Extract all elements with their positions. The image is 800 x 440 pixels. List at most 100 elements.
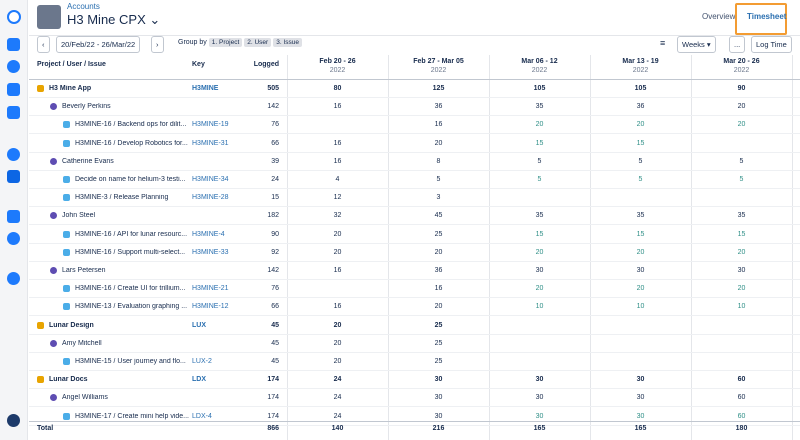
week-value: 3 <box>436 194 441 202</box>
issue-name[interactable]: H3MINE-16 / Support multi-select... <box>75 248 186 256</box>
user-name[interactable]: Lars Petersen <box>62 267 106 274</box>
next-button[interactable]: › <box>151 36 164 53</box>
logged: 174 <box>267 376 279 384</box>
issue-key[interactable]: H3MINE-33 <box>192 248 229 256</box>
issue-key[interactable]: LDX <box>192 376 206 384</box>
issue-name[interactable]: H3MINE-17 / Create mini help vide... <box>75 412 189 420</box>
week-value: 30 <box>535 376 544 384</box>
logged: 66 <box>271 303 279 311</box>
week-value: 5 <box>638 176 643 183</box>
week-value: 30 <box>636 267 645 274</box>
issue-name[interactable]: H3MINE-16 / Develop Robotics for... <box>75 139 188 147</box>
issue-name[interactable]: Decide on name for helium-3 testi... <box>75 176 186 183</box>
user-name[interactable]: Amy Mitchell <box>62 339 102 347</box>
week-value: 20 <box>434 303 443 311</box>
week-value: 15 <box>636 230 645 238</box>
user-name[interactable]: Beverly Perkins <box>62 103 111 111</box>
user-name[interactable]: Angel Williams <box>62 394 108 402</box>
issue-name[interactable]: H3MINE-13 / Evaluation graphing ... <box>75 303 188 311</box>
column-header[interactable]: Project / User / Issue <box>37 61 106 68</box>
week-value: 125 <box>432 85 445 92</box>
logged: 24 <box>271 176 279 183</box>
issue-key[interactable]: H3MINE-19 <box>192 121 229 129</box>
row-divider <box>29 188 800 189</box>
week-value: 60 <box>737 412 746 420</box>
chip[interactable]: 2. User <box>244 38 272 47</box>
more-button[interactable]: ... <box>729 36 746 53</box>
week-value: 25 <box>434 321 443 329</box>
week-value: 15 <box>636 139 645 147</box>
logged: 505 <box>267 85 279 92</box>
project-name[interactable]: Lunar Docs <box>49 376 88 384</box>
project-name[interactable]: Lunar Design <box>49 321 94 329</box>
issue-key[interactable]: LUX-2 <box>192 358 212 365</box>
row-divider <box>29 406 800 408</box>
week-value: 30 <box>434 394 443 402</box>
week-value: 8 <box>436 157 441 165</box>
week-year: 2022 <box>329 67 346 74</box>
week-range: Feb 27 - Mar 05 <box>413 58 464 65</box>
user-icon <box>50 339 57 347</box>
issue-key[interactable]: H3MINE-31 <box>192 139 229 147</box>
week-value: 25 <box>434 339 443 347</box>
week-year: 2022 <box>733 67 750 74</box>
row-divider <box>29 297 800 299</box>
log-time-button[interactable]: Log Time <box>751 36 792 53</box>
project-name[interactable]: H3 Mine App <box>49 85 92 92</box>
week-value: 30 <box>636 376 645 384</box>
week-value: 10 <box>535 303 544 311</box>
issue-key[interactable]: H3MINE-21 <box>192 285 229 293</box>
week-value: 32 <box>333 212 342 220</box>
chip[interactable]: 3. Issue <box>273 38 302 47</box>
tab-active[interactable]: Timesheet <box>747 12 787 21</box>
issue-icon <box>63 412 70 420</box>
issue-name[interactable]: H3MINE-16 / Backend ops for dilit... <box>75 121 187 129</box>
chip[interactable]: 1. Project <box>208 38 243 47</box>
header-border <box>29 79 800 80</box>
issue-key[interactable]: H3MINE <box>192 85 219 92</box>
issue-name[interactable]: H3MINE-16 / API for lunar resourc... <box>75 230 188 238</box>
tab[interactable]: Overview <box>702 12 736 21</box>
user-icon <box>50 212 57 220</box>
row-divider <box>29 206 800 208</box>
sidebar <box>0 0 28 440</box>
user-name[interactable]: Catherine Evans <box>62 157 114 165</box>
issue-name[interactable]: H3MINE-3 / Release Planning <box>75 194 169 202</box>
period-select[interactable]: Weeks ▾ <box>677 36 716 53</box>
week-value: 30 <box>535 267 544 274</box>
row-divider <box>29 151 800 153</box>
group-by: Group by 1. Project 2. User 3. Issue <box>178 38 302 47</box>
issue-icon <box>63 176 70 183</box>
project-icon <box>37 85 44 92</box>
user-name[interactable]: John Steel <box>62 212 96 220</box>
prev-button[interactable]: ‹ <box>37 36 50 53</box>
page-title[interactable]: H3 Mine CPX ⌄ <box>67 12 161 27</box>
week-range: Mar 13 - 19 <box>622 58 659 65</box>
issue-key[interactable]: H3MINE-12 <box>192 303 229 311</box>
issue-key[interactable]: H3MINE-4 <box>192 230 225 238</box>
week-value: 16 <box>333 139 342 147</box>
week-value: 5 <box>638 157 643 165</box>
columns-icon[interactable]: ≡ <box>660 38 666 48</box>
column-divider <box>792 55 793 440</box>
row-divider <box>29 260 800 262</box>
period: Weeks <box>682 40 705 49</box>
date-range[interactable]: 20/Feb/22 - 26/Mar/22 <box>56 36 141 53</box>
issue-name[interactable]: H3MINE-15 / User journey and flo... <box>75 358 186 365</box>
week-year: 2022 <box>531 67 548 74</box>
row-divider <box>29 333 800 335</box>
week-value: 60 <box>737 376 746 384</box>
issue-key[interactable]: LDX-4 <box>192 412 212 420</box>
row-divider <box>29 370 800 371</box>
week-value: 16 <box>434 285 443 293</box>
issue-key[interactable]: H3MINE-34 <box>192 176 229 183</box>
issue-key[interactable]: H3MINE-28 <box>192 194 229 202</box>
row-divider <box>29 315 800 317</box>
week-value: 20 <box>737 121 746 129</box>
issue-name[interactable]: H3MINE-16 / Create UI for trillium... <box>75 285 186 293</box>
total-value: 165 <box>533 425 546 432</box>
breadcrumb[interactable]: Accounts <box>67 2 100 11</box>
week-value: 30 <box>737 267 746 274</box>
issue-icon <box>63 358 70 365</box>
issue-key[interactable]: LUX <box>192 321 206 329</box>
